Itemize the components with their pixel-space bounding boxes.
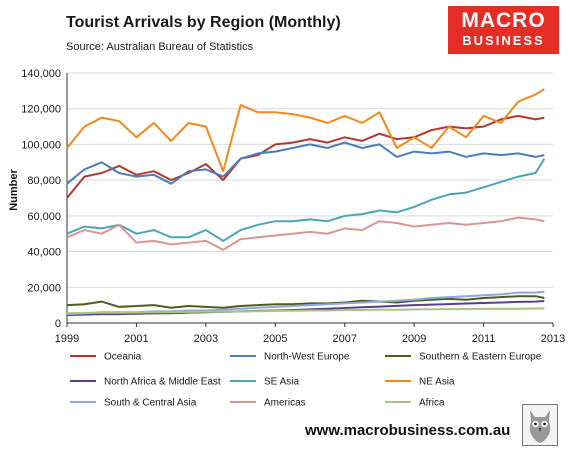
chart-subtitle: Source: Australian Bureau of Statistics xyxy=(66,41,254,53)
y-axis-label: Number xyxy=(8,169,20,211)
series-line-7 xyxy=(66,216,545,251)
footer-url: www.macrobusiness.com.au xyxy=(305,422,511,439)
y-tick-label: 40,000 xyxy=(27,247,61,259)
x-tick-label: 2007 xyxy=(332,333,356,345)
series-line-2 xyxy=(66,295,545,309)
chart-axes xyxy=(66,73,554,327)
legend-entry: NE Asia xyxy=(419,377,455,388)
series-line-0 xyxy=(66,114,545,199)
legend-entry: SE Asia xyxy=(264,377,299,388)
chart-title: Tourist Arrivals by Region (Monthly) xyxy=(66,14,341,31)
series-line-1 xyxy=(66,141,545,185)
x-tick-label: 2005 xyxy=(263,333,287,345)
y-tick-label: 100,000 xyxy=(21,139,61,151)
logo-text-macro: MACRO xyxy=(461,9,546,32)
series-line-4 xyxy=(66,158,546,242)
y-tick-label: 0 xyxy=(55,318,61,330)
legend-entry: Oceania xyxy=(104,352,142,363)
x-tick-labels: 1999 2001 2003 2005 2007 2009 2011 2013 xyxy=(55,333,565,345)
legend-entry: Americas xyxy=(264,398,306,409)
chart-grid xyxy=(67,72,553,288)
legend-entry: Africa xyxy=(419,398,445,409)
x-tick-label: 2009 xyxy=(402,333,426,345)
legend-entry: North Africa & Middle East xyxy=(104,377,221,388)
series-line-5 xyxy=(66,88,545,173)
y-tick-label: 80,000 xyxy=(27,175,61,187)
chart-series xyxy=(66,88,546,316)
logo-text-business: BUSINESS xyxy=(462,33,545,48)
legend-entry: North-West Europe xyxy=(264,352,350,363)
series-line-8 xyxy=(66,307,545,315)
x-tick-label: 2003 xyxy=(194,333,218,345)
macrobusiness-logo: MACRO BUSINESS xyxy=(448,6,559,54)
legend-entry: South & Central Asia xyxy=(104,398,197,409)
x-tick-label: 2001 xyxy=(124,333,148,345)
series-line-3 xyxy=(66,300,545,316)
x-tick-label: 1999 xyxy=(55,333,79,345)
legend-entry: Southern & Eastern Europe xyxy=(419,352,542,363)
y-tick-label: 120,000 xyxy=(21,104,61,116)
y-tick-label: 140,000 xyxy=(21,68,61,80)
y-tick-labels: 0 20,000 40,000 60,000 80,000 100,000 120,000 1… xyxy=(21,68,61,330)
x-tick-label: 2013 xyxy=(541,333,565,345)
x-tick-label: 2011 xyxy=(472,333,496,345)
y-tick-label: 60,000 xyxy=(27,211,61,223)
owl-logo-icon xyxy=(522,404,558,446)
y-tick-label: 20,000 xyxy=(27,282,61,294)
chart-legend: Oceania North-West Europe Southern & Easte… xyxy=(70,352,542,409)
